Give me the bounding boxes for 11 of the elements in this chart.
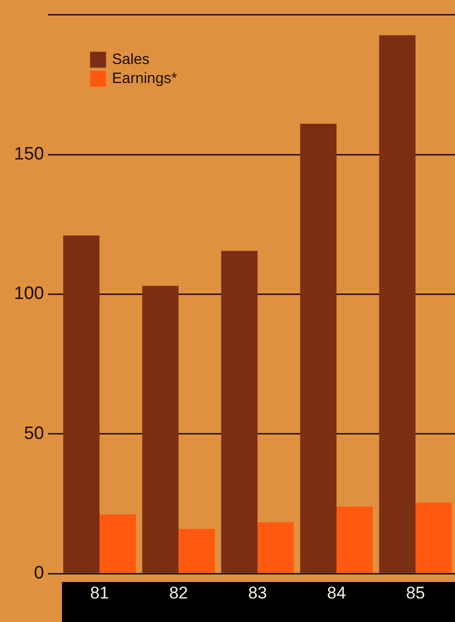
legend-label: Earnings* — [112, 70, 178, 87]
y-tick-label: 100 — [14, 283, 44, 304]
y-tick-label: 50 — [24, 422, 44, 443]
y-tick-label: 0 — [34, 562, 44, 583]
x-tick-label: 84 — [327, 583, 346, 602]
x-tick-label: 81 — [90, 583, 109, 602]
x-tick-label: 85 — [406, 583, 425, 602]
x-tick-label: 82 — [169, 583, 188, 602]
legend-label: Sales — [112, 50, 150, 68]
x-tick-label: 83 — [248, 583, 267, 602]
y-tick-label: 150 — [14, 143, 44, 164]
